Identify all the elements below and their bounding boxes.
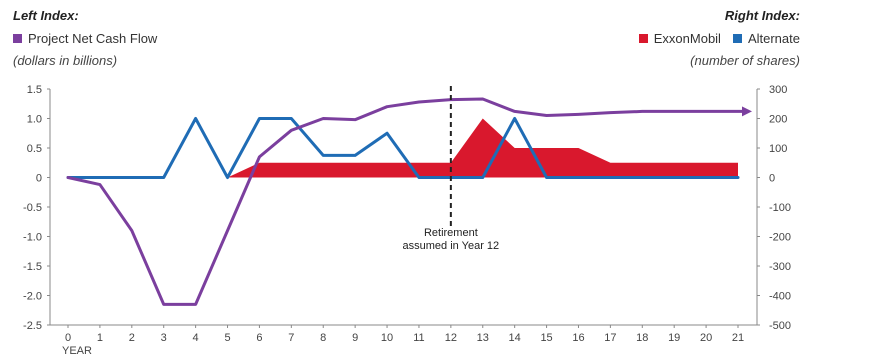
exxonmobil-area xyxy=(68,118,738,178)
x-tick-label: 20 xyxy=(700,332,712,344)
x-tick-label: 18 xyxy=(636,332,648,344)
left-tick-label: -2.0 xyxy=(23,291,42,303)
right-tick-label: -200 xyxy=(769,232,791,244)
left-tick-label: 0 xyxy=(36,173,42,185)
right-tick-label: -100 xyxy=(769,202,791,214)
left-legend: Project Net Cash Flow xyxy=(13,31,157,46)
x-tick-label: 8 xyxy=(320,332,326,344)
left-tick-label: 1.0 xyxy=(27,114,42,126)
right-tick-label: -300 xyxy=(769,261,791,273)
tick-labels-group: 1.51.00.50-0.5-1.0-1.5-2.0-2.53002001000… xyxy=(23,84,791,357)
x-tick-label: 6 xyxy=(256,332,262,344)
legend-swatch-blue xyxy=(732,34,742,43)
left-tick-label: -1.5 xyxy=(23,261,42,273)
x-tick-label: 0 xyxy=(65,332,71,344)
x-tick-label: 9 xyxy=(352,332,358,344)
x-tick-label: 2 xyxy=(129,332,135,344)
right-legend: ExxonMobil Alternate xyxy=(638,31,800,46)
retirement-annotation-text: Retirement xyxy=(424,227,478,239)
left-unit-label: (dollars in billions) xyxy=(13,53,118,68)
left-tick-label: 1.5 xyxy=(27,84,42,96)
right-tick-label: -500 xyxy=(769,320,791,332)
right-index-label: Right Index: xyxy=(724,8,800,23)
x-tick-label: 13 xyxy=(477,332,489,344)
x-tick-label: 21 xyxy=(732,332,744,344)
right-tick-label: -400 xyxy=(769,291,791,303)
right-tick-label: 300 xyxy=(769,84,787,96)
exxonmobil-area-group xyxy=(68,118,738,178)
x-tick-label: 16 xyxy=(572,332,584,344)
alternate-line xyxy=(66,117,740,179)
x-tick-label: 3 xyxy=(161,332,167,344)
legend-item-net-cash-flow: Project Net Cash Flow xyxy=(13,31,157,46)
x-tick-label: 14 xyxy=(509,332,521,344)
right-tick-label: 200 xyxy=(769,114,787,126)
legend-label-alternate: Alternate xyxy=(747,31,800,46)
legend-label-net-cash-flow: Project Net Cash Flow xyxy=(28,31,158,46)
x-tick-label: 11 xyxy=(413,332,424,344)
right-tick-label: 0 xyxy=(769,173,775,185)
x-tick-label: 7 xyxy=(288,332,294,344)
left-tick-label: -0.5 xyxy=(23,202,42,214)
x-tick-label: 4 xyxy=(193,332,199,344)
lines-group xyxy=(66,97,752,306)
left-tick-label: 0.5 xyxy=(27,143,42,155)
x-axis-label: YEAR xyxy=(62,345,92,357)
x-tick-label: 5 xyxy=(224,332,230,344)
legend-swatch-purple xyxy=(13,34,22,43)
x-tick-label: 17 xyxy=(604,332,616,344)
legend-label-exxonmobil: ExxonMobil xyxy=(653,31,721,46)
legend-item-exxonmobil: ExxonMobil xyxy=(638,31,721,46)
retirement-annotation-text: assumed in Year 12 xyxy=(403,240,500,252)
x-tick-label: 15 xyxy=(540,332,552,344)
x-tick-label: 19 xyxy=(668,332,680,344)
right-tick-label: 100 xyxy=(769,143,787,155)
x-tick-label: 12 xyxy=(445,332,457,344)
x-tick-label: 10 xyxy=(381,332,393,344)
left-tick-label: -1.0 xyxy=(23,232,42,244)
right-unit-label: (number of shares) xyxy=(690,53,800,68)
left-index-label: Left Index: xyxy=(13,8,79,23)
left-tick-label: -2.5 xyxy=(23,320,42,332)
net-cash-flow-line xyxy=(66,97,752,306)
legend-swatch-red xyxy=(638,34,648,43)
axes-group xyxy=(47,88,760,328)
legend-item-alternate: Alternate xyxy=(732,31,800,46)
x-tick-label: 1 xyxy=(97,332,103,344)
